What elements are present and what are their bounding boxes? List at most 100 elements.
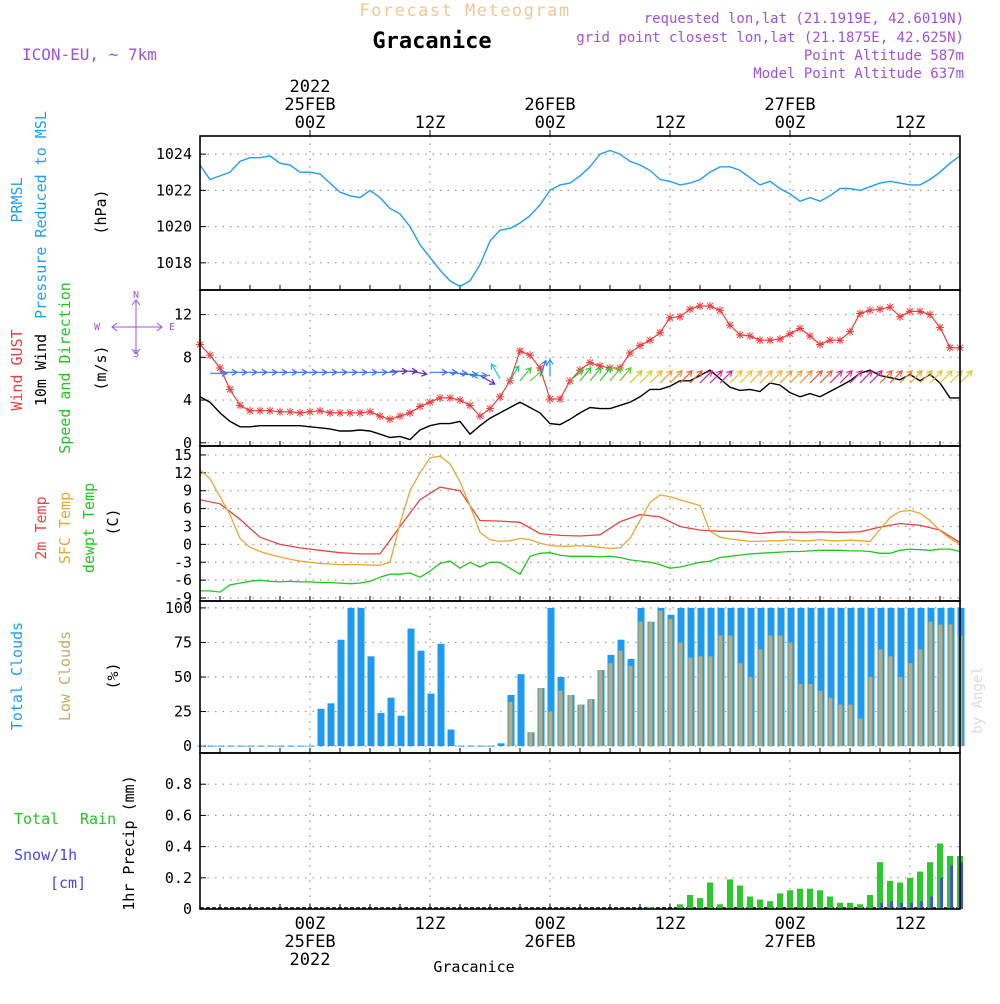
wind-10m-label: 10m Wind [32,334,50,406]
wind-gust-label: Wind GUST [8,329,26,410]
wind-arrow [679,370,693,384]
snow-bar [920,901,923,909]
gust-marker [416,402,424,411]
wind-arrow [380,368,399,376]
gust-marker [266,406,274,415]
gust-marker [526,351,534,360]
y-tick-label: -3 [174,553,192,571]
low-clouds-label: Low Clouds [56,631,74,721]
gust-marker [816,340,824,349]
gust-marker [356,408,364,417]
y-tick-label: 1020 [156,218,192,236]
low-cloud-bar [818,690,823,747]
bottom-hour-label: 00Z [775,914,806,934]
y-tick-label: 0 [183,535,192,553]
wind-arrow [669,370,683,384]
wind-arrow [739,370,753,384]
gust-marker [406,408,414,417]
wind-arrow [779,370,793,384]
gust-marker [876,305,884,314]
total-cloud-bar [497,743,505,747]
y-tick-label: 15 [174,446,192,464]
wind-arrow [471,371,490,380]
low-cloud-bar [868,677,873,747]
low-cloud-bar [708,656,713,747]
gust-marker [676,312,684,321]
gust-marker [566,376,574,385]
wind-arrow [210,369,229,377]
gust-marker [866,306,874,315]
snow-bar [910,902,913,909]
gust-marker [326,408,334,417]
compass-west: W [94,322,101,333]
wind-arrow [509,365,520,382]
wind-arrow [629,370,643,384]
wind-arrow [409,369,428,377]
gust-marker [236,401,244,410]
wind-arrow [909,370,923,384]
pressure-unit: (hPa) [92,189,110,234]
rain-bar [777,893,783,909]
temp-dewpt-label: dewpt Temp [80,483,98,573]
total-cloud-bar [547,607,555,747]
total-cloud-bar [817,607,825,747]
y-tick-label: 9 [183,482,192,500]
gust-marker [626,349,634,358]
gust-marker [466,401,474,410]
gust-marker [906,307,914,316]
low-cloud-bar [578,704,583,747]
temp-sfc-line [199,455,961,566]
gust-marker [276,407,284,416]
low-cloud-bar [508,701,513,747]
wind-arrow [619,366,632,382]
gust-marker [886,303,894,312]
panel-frame [199,752,961,910]
top-hour-label: 12Z [895,113,926,133]
precip-snow-label: Snow/1h [14,846,77,864]
low-cloud-bar [838,704,843,747]
bottom-hour-label: 00Z [295,914,326,934]
gust-marker [716,306,724,315]
low-cloud-bar [758,649,763,747]
gust-marker [246,406,254,415]
top-hour-label: 00Z [535,113,566,133]
gust-marker [446,393,454,402]
wind-unit: (m/s) [92,345,110,390]
rain-bar [847,902,853,909]
low-cloud-bar [658,610,663,747]
bottom-hour-label: 00Z [535,914,566,934]
gust-marker [766,336,774,345]
rain-bar [767,901,773,909]
temp-unit: (C) [104,508,122,535]
low-cloud-bar [598,670,603,747]
total-cloud-bar [517,674,525,747]
total-cloud-bar [407,628,415,747]
wind-arrow [400,367,419,375]
total-cloud-bar [367,656,375,747]
wind-arrow [639,370,653,384]
bottom-hour-label: 12Z [655,914,686,934]
low-cloud-bar [948,624,953,747]
wind-arrow [919,370,933,384]
gust-marker [636,341,644,350]
total-cloud-bar [327,703,335,747]
rain-bar [877,862,883,909]
rain-bar [867,895,873,909]
snow-bar [900,902,903,909]
y-tick-label: -6 [174,571,192,589]
wind-arrow [769,370,783,384]
y-tick-label: 0.8 [165,775,192,793]
rain-bar [697,898,703,909]
rain-bar [837,902,843,909]
y-tick-label: 6 [183,500,192,518]
wind-arrow [789,370,803,384]
low-cloud-bar [738,663,743,747]
low-cloud-bar [638,621,643,747]
gust-marker [476,412,484,421]
gust-marker [756,336,764,345]
total-cloud-bar [797,607,805,747]
compass-east: E [169,322,175,333]
temp-2m-line [199,486,961,555]
